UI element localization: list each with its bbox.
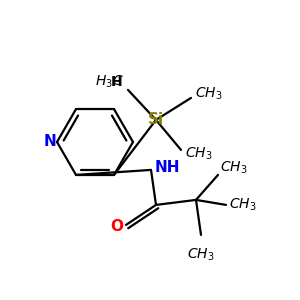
Text: $CH_3$: $CH_3$: [185, 146, 212, 162]
Text: N: N: [44, 134, 56, 149]
Text: $CH_3$: $CH_3$: [229, 197, 256, 213]
Text: H: H: [110, 75, 122, 89]
Text: O: O: [110, 219, 124, 234]
Text: $CH_3$: $CH_3$: [187, 247, 215, 263]
Text: $H_3C$: $H_3C$: [95, 74, 124, 90]
Text: NH: NH: [155, 160, 181, 175]
Text: $CH_3$: $CH_3$: [195, 86, 223, 102]
Text: H: H: [112, 75, 122, 89]
Text: $CH_3$: $CH_3$: [220, 160, 248, 176]
Text: Si: Si: [148, 112, 164, 128]
